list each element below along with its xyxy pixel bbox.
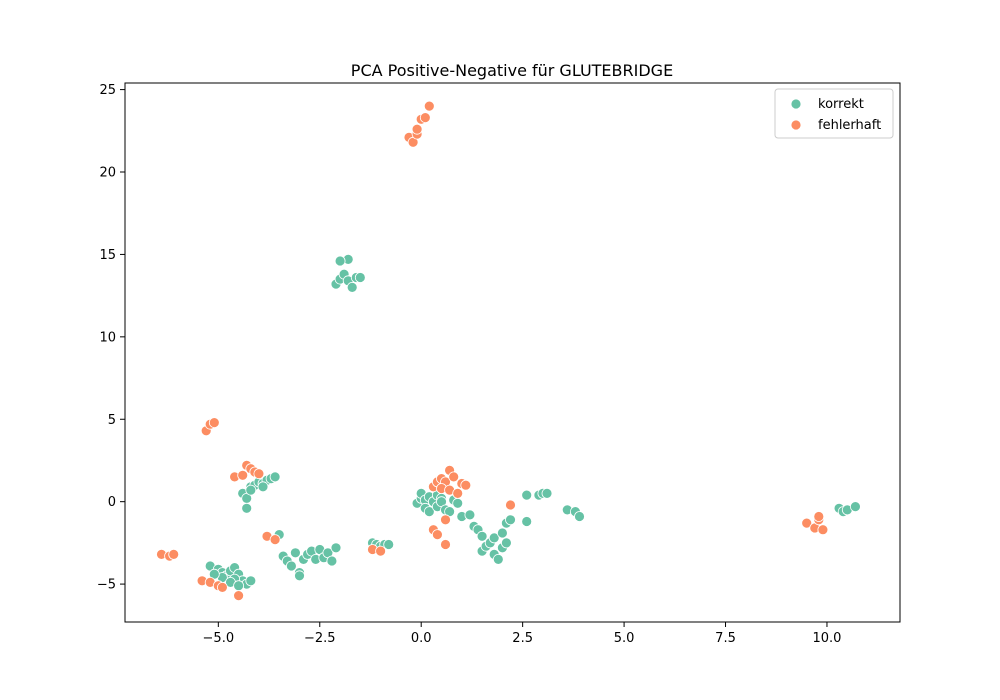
data-point-korrekt	[245, 484, 257, 496]
data-point-korrekt	[294, 570, 305, 582]
data-point-korrekt	[488, 532, 500, 544]
data-point-korrekt	[496, 527, 508, 539]
data-point-fehlerhaft	[801, 517, 813, 529]
points-layer	[156, 100, 861, 601]
x-tick-label: −5.0	[203, 631, 235, 646]
data-point-fehlerhaft	[448, 471, 460, 483]
data-point-korrekt	[289, 547, 301, 559]
y-tick-label: 10	[99, 330, 116, 345]
data-point-fehlerhaft	[253, 468, 265, 480]
data-point-fehlerhaft	[431, 529, 443, 540]
x-tick-label: 10.0	[812, 631, 841, 646]
data-point-korrekt	[521, 516, 533, 527]
x-tick-label: 5.0	[614, 631, 635, 646]
chart-title: PCA Positive-Negative für GLUTEBRIDGE	[351, 61, 673, 80]
data-point-fehlerhaft	[208, 417, 220, 429]
data-point-fehlerhaft	[817, 524, 829, 536]
data-point-fehlerhaft	[423, 100, 435, 112]
y-tick-label: 15	[99, 248, 116, 263]
legend-box	[774, 88, 894, 139]
data-point-korrekt	[574, 511, 585, 522]
data-point-korrekt	[476, 530, 488, 542]
data-point-korrekt	[233, 580, 245, 592]
data-point-korrekt	[241, 502, 253, 514]
legend-label-korrekt: korrekt	[818, 97, 864, 112]
data-point-fehlerhaft	[411, 123, 423, 135]
legend: korrekt fehlerhaft	[774, 88, 894, 139]
data-point-korrekt	[330, 542, 342, 554]
y-tick-label: 20	[99, 166, 116, 181]
data-point-fehlerhaft	[505, 499, 516, 511]
data-point-korrekt	[452, 497, 464, 509]
data-point-fehlerhaft	[269, 534, 281, 545]
data-point-fehlerhaft	[440, 514, 451, 526]
data-point-fehlerhaft	[452, 487, 464, 499]
data-point-korrekt	[505, 514, 516, 526]
axes-layer: −5.0 −2.5 0.0 2.5 5.0 7.5 10.0 −5 0 5 10 15 20 25	[97, 82, 901, 646]
x-tick-label: 2.5	[512, 631, 533, 646]
data-point-fehlerhaft	[168, 549, 180, 560]
data-point-korrekt	[326, 555, 338, 567]
data-point-fehlerhaft	[375, 545, 387, 557]
data-point-korrekt	[285, 560, 297, 572]
legend-marker-fehlerhaft	[790, 119, 802, 131]
data-point-fehlerhaft	[216, 582, 228, 593]
data-point-korrekt	[500, 537, 512, 549]
x-tick-label: 7.5	[715, 631, 736, 646]
data-point-korrekt	[492, 554, 504, 565]
x-tick-label: −2.5	[304, 631, 336, 646]
data-point-fehlerhaft	[419, 112, 431, 123]
data-point-fehlerhaft	[813, 511, 825, 522]
data-point-fehlerhaft	[460, 479, 472, 491]
data-point-korrekt	[541, 487, 553, 499]
y-tick-label: −5	[97, 578, 116, 593]
data-point-korrekt	[850, 501, 861, 513]
data-point-korrekt	[346, 281, 358, 293]
y-tick-label: 5	[108, 413, 116, 428]
y-tick-label: 25	[99, 83, 116, 98]
data-point-fehlerhaft	[237, 469, 249, 481]
data-point-korrekt	[354, 272, 366, 283]
data-point-korrekt	[521, 489, 533, 501]
data-point-korrekt	[245, 575, 257, 587]
data-point-korrekt	[334, 255, 346, 267]
plot-frame	[124, 82, 901, 623]
data-point-korrekt	[383, 539, 395, 550]
data-point-fehlerhaft	[233, 590, 245, 601]
data-point-korrekt	[269, 471, 281, 483]
x-tick-label: 0.0	[411, 631, 432, 646]
data-point-korrekt	[257, 481, 269, 493]
y-tick-label: 0	[108, 495, 116, 510]
legend-label-fehlerhaft: fehlerhaft	[818, 118, 881, 133]
data-point-korrekt	[464, 509, 476, 521]
data-point-korrekt	[423, 506, 435, 518]
legend-marker-korrekt	[790, 98, 802, 110]
data-point-fehlerhaft	[440, 539, 451, 550]
